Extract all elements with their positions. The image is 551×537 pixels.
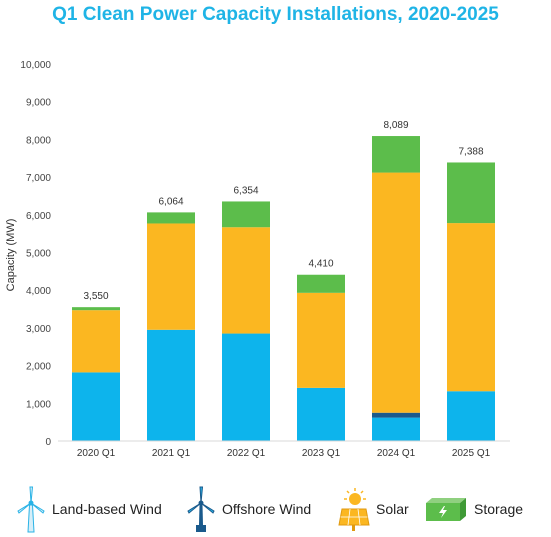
legend-label: Solar (376, 501, 409, 517)
bar-segment-storage (447, 162, 495, 224)
bar-total-label: 3,550 (83, 291, 108, 302)
chart-title: Q1 Clean Power Capacity Installations, 2… (52, 4, 499, 25)
y-tick-label: 6,000 (26, 211, 51, 222)
bar-segment-solar (297, 292, 345, 388)
battery-storage-icon (426, 498, 466, 521)
legend: Land-based Wind Offshore Wind (0, 484, 551, 534)
bar-segment-land-based-wind (447, 391, 495, 441)
stacked-bar-chart: Capacity (MW) 0 1,000 2,000 3,000 4,000 5,000… (5, 60, 510, 459)
bar-segment-solar (222, 227, 270, 334)
y-tick-label: 1,000 (26, 399, 51, 410)
x-tick-label: 2021 Q1 (152, 448, 191, 459)
bar-segment-land-based-wind (372, 417, 420, 441)
legend-label: Land-based Wind (52, 501, 162, 517)
y-tick-label: 10,000 (20, 60, 51, 71)
bar-segment-solar (72, 310, 120, 373)
bar-segment-land-based-wind (297, 387, 345, 441)
legend-label: Storage (474, 501, 524, 517)
bar-segment-solar (372, 172, 420, 413)
y-axis-label: Capacity (MW) (5, 219, 17, 292)
bar-segment-storage (147, 212, 195, 224)
bar-total-label: 6,064 (158, 196, 183, 207)
bar-segment-storage (72, 307, 120, 311)
x-tick-label: 2023 Q1 (302, 448, 341, 459)
bar-segment-offshore-wind (372, 412, 420, 418)
y-tick-label: 9,000 (26, 98, 51, 109)
y-tick-label: 4,000 (26, 286, 51, 297)
wind-turbine-icon (17, 486, 45, 533)
y-tick-label: 3,000 (26, 324, 51, 335)
offshore-turbine-icon (187, 486, 215, 532)
y-tick-label: 5,000 (26, 249, 51, 260)
legend-item-storage: Storage (424, 484, 523, 534)
legend-label: Offshore Wind (222, 501, 312, 517)
bar-segment-storage (222, 201, 270, 228)
legend-item-land-based-wind: Land-based Wind (16, 484, 162, 534)
x-tick-label: 2025 Q1 (452, 448, 491, 459)
bar-total-label: 7,388 (458, 146, 483, 157)
y-tick-label: 2,000 (26, 362, 51, 373)
bar-segment-land-based-wind (72, 372, 120, 441)
legend-item-solar: Solar (336, 484, 409, 534)
bar-segment-land-based-wind (147, 329, 195, 441)
y-tick-label: 0 (45, 437, 51, 448)
bar-segment-storage (297, 274, 345, 293)
legend-item-offshore-wind: Offshore Wind (186, 484, 311, 534)
y-tick-label: 8,000 (26, 135, 51, 146)
bar-total-label: 8,089 (383, 120, 408, 131)
x-tick-label: 2022 Q1 (227, 448, 266, 459)
solar-panel-icon (338, 488, 370, 531)
bar-total-label: 4,410 (308, 259, 333, 270)
x-tick-label: 2020 Q1 (77, 448, 116, 459)
bar-segment-solar (147, 223, 195, 330)
bar-segment-storage (372, 136, 420, 173)
bar-segment-land-based-wind (222, 333, 270, 441)
bar-total-label: 6,354 (233, 185, 258, 196)
bar-segment-solar (447, 223, 495, 392)
y-tick-label: 7,000 (26, 173, 51, 184)
x-tick-label: 2024 Q1 (377, 448, 416, 459)
